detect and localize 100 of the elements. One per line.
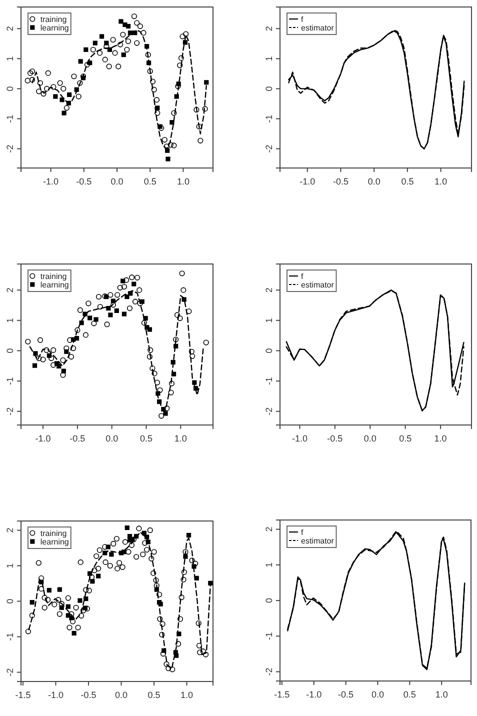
point (171, 372, 176, 376)
point (152, 370, 158, 376)
point (178, 55, 184, 61)
point (196, 124, 202, 130)
y-tick-label: -2 (264, 668, 274, 676)
point (132, 30, 138, 36)
point (62, 110, 66, 116)
x-tick-label: 1.0 (174, 433, 187, 444)
point (68, 354, 74, 360)
legend-label: training (40, 272, 67, 281)
point (72, 630, 76, 636)
point (46, 587, 52, 592)
point (193, 386, 198, 391)
point (192, 564, 196, 568)
point (104, 322, 110, 328)
point (140, 30, 146, 36)
point (177, 62, 183, 68)
point (147, 68, 153, 74)
point (151, 86, 157, 92)
y-tick-label: 1 (5, 318, 15, 323)
x-tick-label: 1.0 (434, 176, 448, 186)
x-tick-label: -1.0 (43, 176, 59, 186)
point (192, 380, 197, 385)
point (114, 292, 120, 298)
point (177, 315, 183, 322)
point (171, 110, 177, 116)
point (186, 532, 192, 538)
point (37, 337, 44, 343)
y-tick-label: -2 (5, 668, 15, 676)
point (134, 40, 140, 46)
x-tick-label: 0.5 (403, 689, 416, 700)
point (45, 70, 51, 76)
point (180, 287, 186, 293)
point (82, 312, 88, 316)
point (175, 84, 181, 90)
point (78, 59, 83, 64)
point (198, 138, 204, 144)
point (162, 136, 168, 143)
point (145, 52, 151, 58)
point (166, 156, 170, 162)
point (123, 277, 130, 283)
point (74, 327, 80, 333)
point (154, 110, 160, 116)
y-tick-label: -2 (5, 144, 15, 153)
point (76, 94, 82, 100)
point (173, 336, 179, 342)
point (131, 14, 138, 20)
y-tick-label: -1 (5, 377, 15, 386)
point (150, 78, 156, 84)
point (32, 363, 38, 368)
x-tick-label: -1.0 (300, 176, 316, 186)
point (203, 340, 209, 346)
y-tick-label: 1 (5, 56, 15, 62)
point (122, 312, 127, 316)
point (44, 86, 50, 92)
point (146, 539, 150, 544)
legend-label: f (301, 528, 304, 537)
y-tick-label: -1 (264, 377, 274, 386)
x-tick-label: 1.0 (176, 176, 190, 186)
point (157, 399, 162, 404)
point (170, 120, 174, 125)
point (44, 347, 50, 353)
point (57, 586, 62, 592)
x-tick-label: 0.5 (148, 689, 160, 700)
x-tick-label: -1.0 (306, 689, 322, 700)
point (56, 364, 62, 368)
point (186, 308, 192, 314)
legend-label: estimator (301, 280, 334, 290)
point (146, 60, 152, 66)
point (70, 345, 76, 352)
y-tick-label: 0 (264, 86, 274, 92)
point (128, 291, 133, 296)
point (147, 327, 152, 332)
point (88, 316, 92, 320)
point (66, 604, 70, 608)
point (96, 294, 102, 300)
point (108, 292, 114, 298)
x-tick-label: -1.0 (48, 689, 64, 700)
legend-label: learning (40, 24, 69, 32)
x-tick-label: -0.5 (70, 433, 86, 444)
point (108, 312, 113, 318)
point (168, 142, 174, 148)
y-tick-label: 2 (5, 26, 15, 32)
y-tick-label: 1 (5, 562, 15, 568)
x-tick-label: 0.0 (106, 433, 118, 444)
point (148, 347, 154, 353)
y-tick-label: 1 (264, 56, 274, 62)
y-tick-label: -2 (264, 407, 274, 416)
point (67, 92, 72, 98)
point (134, 20, 140, 26)
point (141, 320, 147, 326)
point (158, 413, 164, 419)
point (190, 353, 196, 359)
point (144, 44, 150, 49)
point (188, 348, 194, 354)
point (82, 332, 88, 338)
point (176, 631, 182, 636)
point (164, 406, 170, 412)
point (60, 357, 66, 363)
x-tick-label: 1.0 (434, 433, 447, 444)
